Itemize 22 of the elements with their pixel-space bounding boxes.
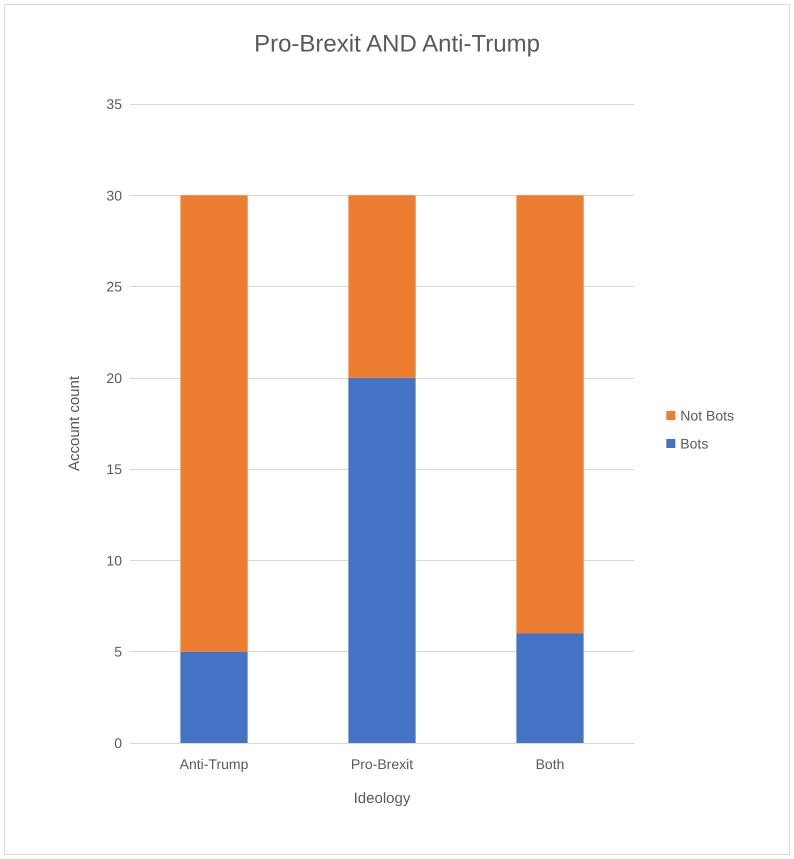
bar	[348, 378, 416, 743]
y-tick-label: 20	[106, 370, 122, 386]
y-tick-label: 35	[106, 96, 122, 112]
bar	[516, 633, 584, 743]
x-axis-title: Ideology	[354, 790, 411, 807]
bar	[516, 195, 584, 634]
y-tick-label: 15	[106, 461, 122, 478]
y-tick-label: 30	[106, 187, 122, 204]
y-axis-title: Account count	[66, 375, 83, 472]
bar	[180, 195, 248, 652]
x-tick-label: Pro-Brexit	[350, 756, 414, 772]
chart-title: Pro-Brexit AND Anti-Trump	[254, 30, 540, 58]
y-tick-label: 10	[106, 552, 122, 568]
y-tick-label: 25	[106, 278, 122, 295]
legend-label: Not Bots	[680, 408, 734, 424]
x-tick-label: Anti-Trump	[180, 756, 249, 772]
y-tick-label: 5	[114, 644, 122, 660]
bar	[348, 195, 416, 378]
legend-label: Bots	[680, 436, 708, 452]
y-tick-label: 0	[114, 735, 122, 751]
x-tick-label: Both	[536, 756, 564, 772]
bar	[180, 652, 248, 743]
